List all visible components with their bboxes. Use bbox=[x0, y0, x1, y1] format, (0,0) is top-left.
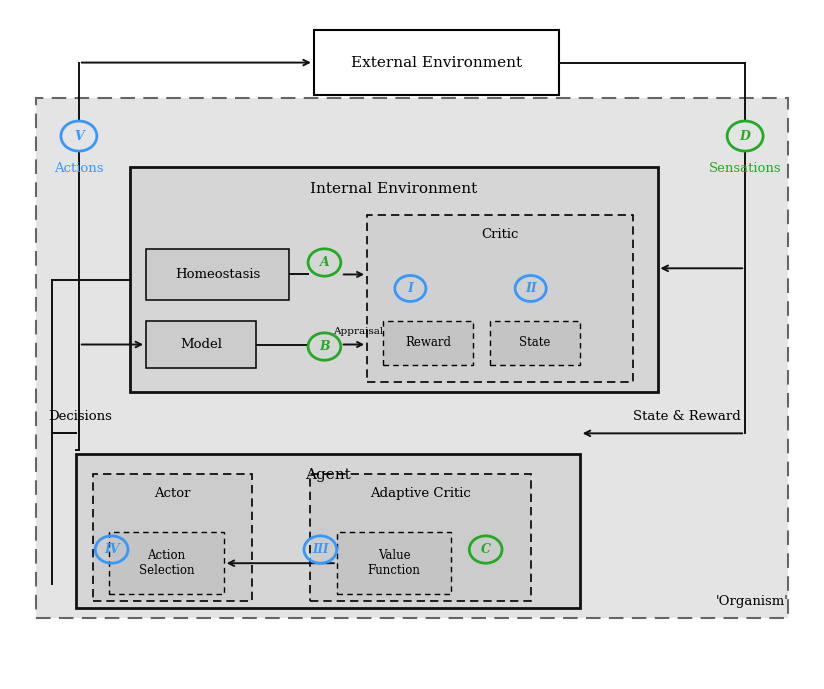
Text: I: I bbox=[407, 282, 414, 295]
FancyBboxPatch shape bbox=[146, 249, 289, 300]
Text: Homeostasis: Homeostasis bbox=[175, 268, 260, 281]
Text: Critic: Critic bbox=[481, 228, 518, 241]
Text: A: A bbox=[320, 256, 330, 269]
FancyBboxPatch shape bbox=[35, 99, 789, 618]
FancyBboxPatch shape bbox=[489, 320, 580, 365]
Text: State: State bbox=[519, 336, 550, 349]
FancyBboxPatch shape bbox=[337, 533, 452, 594]
Text: Sensations: Sensations bbox=[709, 162, 781, 175]
Text: V: V bbox=[74, 130, 84, 143]
Text: II: II bbox=[525, 282, 536, 295]
FancyBboxPatch shape bbox=[146, 320, 256, 369]
FancyBboxPatch shape bbox=[310, 474, 531, 601]
Text: State & Reward: State & Reward bbox=[634, 410, 741, 423]
Text: B: B bbox=[319, 340, 330, 353]
Text: Decisions: Decisions bbox=[48, 410, 112, 423]
FancyBboxPatch shape bbox=[314, 30, 559, 95]
FancyBboxPatch shape bbox=[109, 533, 224, 594]
FancyBboxPatch shape bbox=[367, 215, 633, 382]
Text: Actions: Actions bbox=[54, 162, 104, 175]
Text: Reward: Reward bbox=[405, 336, 452, 349]
Text: Agent: Agent bbox=[305, 468, 351, 482]
Text: Adaptive Critic: Adaptive Critic bbox=[370, 486, 471, 500]
Text: Appraisal: Appraisal bbox=[333, 327, 383, 336]
Text: Value
Function: Value Function bbox=[368, 549, 420, 577]
Text: III: III bbox=[312, 543, 329, 556]
Text: External Environment: External Environment bbox=[351, 56, 522, 70]
Text: Model: Model bbox=[180, 338, 222, 351]
FancyBboxPatch shape bbox=[93, 474, 252, 601]
Text: IV: IV bbox=[104, 543, 119, 556]
Text: C: C bbox=[480, 543, 490, 556]
Text: Internal Environment: Internal Environment bbox=[310, 182, 477, 196]
Text: Action
Selection: Action Selection bbox=[138, 549, 194, 577]
FancyBboxPatch shape bbox=[129, 167, 658, 392]
FancyBboxPatch shape bbox=[383, 320, 473, 365]
Text: Actor: Actor bbox=[154, 486, 191, 500]
Text: 'Organism': 'Organism' bbox=[715, 595, 789, 608]
FancyBboxPatch shape bbox=[77, 454, 580, 608]
Text: D: D bbox=[740, 130, 751, 143]
